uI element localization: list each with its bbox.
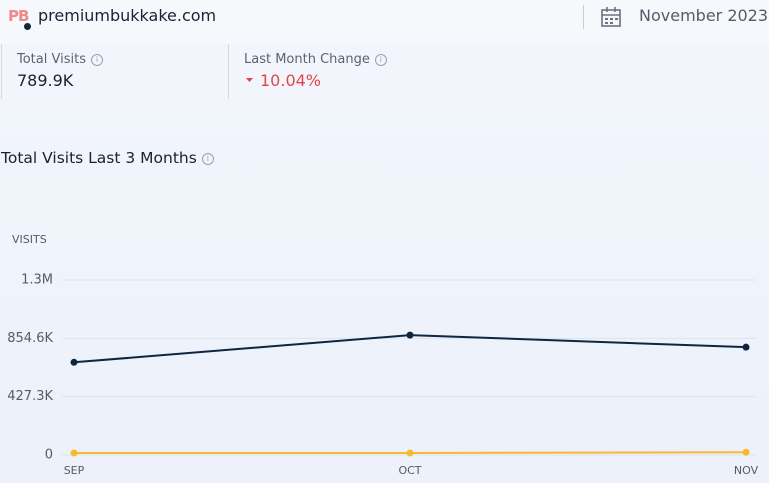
divider <box>228 44 229 99</box>
x-tick-label: OCT <box>398 464 421 477</box>
calendar-icon[interactable] <box>600 6 622 28</box>
logo-dot <box>24 23 31 30</box>
metric-value: 10.04% <box>260 71 322 90</box>
series-line <box>73 334 747 364</box>
domain[interactable]: premiumbukkake.com <box>38 6 217 25</box>
divider <box>1 44 2 99</box>
y-axis-label: VISITS <box>12 233 47 246</box>
down-arrow <box>246 78 253 82</box>
series-point <box>742 448 750 456</box>
info-icon[interactable]: i <box>201 152 214 165</box>
info-icon[interactable]: i <box>374 53 387 66</box>
info-icon[interactable]: i <box>90 53 103 66</box>
metric-label-text: Total Visits <box>17 52 86 67</box>
series-point <box>70 358 78 366</box>
metric-label: Last Month Change i <box>244 52 387 67</box>
metric-label-text: Last Month Change <box>244 52 370 67</box>
chart-title: Total Visits Last 3 Months i <box>1 149 214 167</box>
logo: PB <box>8 7 29 25</box>
series-point <box>742 343 750 351</box>
y-tick-label: 427.3K <box>7 389 53 404</box>
chart-title-text: Total Visits Last 3 Months <box>1 149 197 167</box>
x-tick-label: SEP <box>64 464 85 477</box>
separator <box>583 5 584 29</box>
series-point <box>406 331 414 339</box>
x-tick-label: NOV <box>734 464 759 477</box>
y-tick-label: 1.3M <box>21 273 53 288</box>
y-tick-label: 0 <box>45 448 53 463</box>
metric-label: Total Visits i <box>17 52 103 67</box>
y-tick-label: 854.6K <box>7 331 53 346</box>
header <box>0 0 769 43</box>
series-point <box>70 449 78 457</box>
series-point <box>406 449 414 457</box>
metric-value: 789.9K <box>17 71 74 90</box>
date-selector[interactable]: November 2023 <box>639 6 769 25</box>
